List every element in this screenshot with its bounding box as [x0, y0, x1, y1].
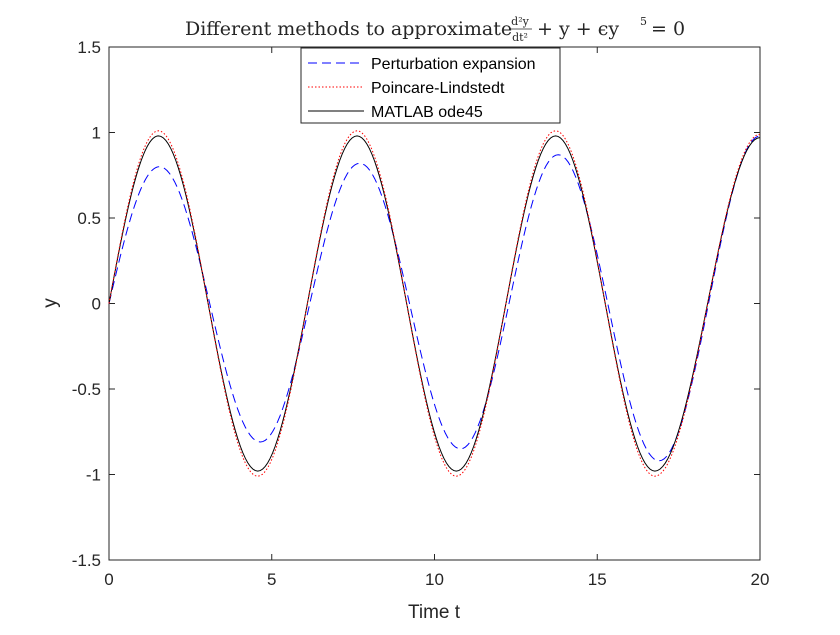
y-axis-ticks: -1.5 -1 -0.5 0 0.5 1 1.5	[72, 38, 760, 570]
title-exponent: 5	[640, 15, 647, 28]
x-axis-ticks: 0 5 10 15 20	[104, 47, 769, 589]
legend-label-perturbation: Perturbation expansion	[371, 56, 536, 73]
legend-entry-poincare: Poincare-Lindstedt	[308, 80, 505, 97]
y-axis-label: y	[40, 298, 61, 308]
x-tick-label: 5	[267, 570, 276, 589]
title-middle: + y + ϵy	[537, 18, 619, 40]
title-frac-numerator: d²y	[511, 15, 529, 28]
series-line-2	[108, 135, 761, 472]
x-tick-label: 15	[588, 570, 607, 589]
y-tick-label: -0.5	[72, 380, 101, 399]
y-tick-label: -1	[86, 466, 101, 485]
y-tick-label: 1	[92, 124, 101, 143]
x-tick-label: 20	[751, 570, 770, 589]
legend: Perturbation expansion Poincare-Lindsted…	[300, 47, 561, 124]
series-line-0	[108, 135, 761, 462]
plot-area	[108, 46, 761, 561]
x-axis-label: Time t	[408, 602, 461, 623]
y-tick-label: 0	[92, 295, 101, 314]
y-tick-label: -1.5	[72, 551, 101, 570]
legend-entry-perturbation: Perturbation expansion	[308, 56, 536, 73]
title-frac-denominator: dt²	[512, 31, 528, 44]
x-tick-label: 10	[425, 570, 444, 589]
series-layer	[108, 130, 761, 477]
x-tick-label: 0	[104, 570, 113, 589]
chart-title: Different methods to approximate d²y dt²…	[185, 15, 685, 44]
y-tick-label: 0.5	[77, 209, 101, 228]
y-tick-label: 1.5	[77, 38, 101, 57]
legend-entry-ode45: MATLAB ode45	[308, 104, 483, 121]
title-suffix: = 0	[651, 18, 685, 40]
legend-label-poincare: Poincare-Lindstedt	[371, 80, 505, 97]
title-prefix: Different methods to approximate	[185, 18, 512, 40]
legend-label-ode45: MATLAB ode45	[371, 104, 483, 121]
